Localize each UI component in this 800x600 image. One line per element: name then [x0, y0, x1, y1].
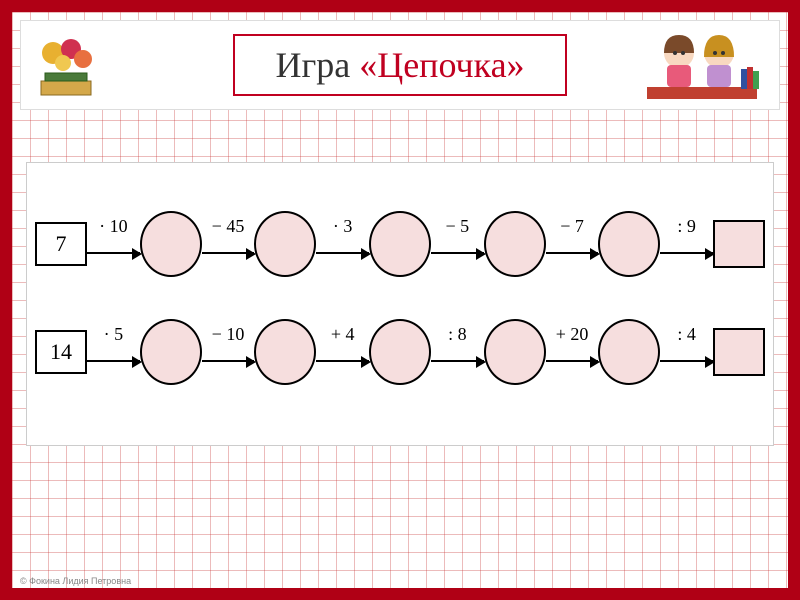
- title-word1: Игра: [275, 45, 359, 85]
- chain1-op-5: − 7: [560, 216, 584, 237]
- chain2-node-1: [140, 319, 202, 385]
- credit-text: © Фокина Лидия Петровна: [20, 576, 131, 586]
- chain2-node-4: [484, 319, 546, 385]
- chain1-op-4: − 5: [446, 216, 470, 237]
- chains-panel: 7 · 10 − 45 · 3 − 5 − 7: [26, 162, 774, 446]
- chain2-end-square: [713, 328, 765, 376]
- chain2-op-2: − 10: [212, 324, 245, 345]
- chain2-arrow-3: + 4: [316, 322, 369, 382]
- chain2-op-3: + 4: [331, 324, 355, 345]
- chain-row-1: 7 · 10 − 45 · 3 − 5 − 7: [35, 199, 765, 289]
- chain2-node-2: [254, 319, 316, 385]
- chain1-op-2: − 45: [212, 216, 245, 237]
- chain2-op-1: · 5: [104, 324, 124, 345]
- title-word2: «Цепочка»: [359, 45, 524, 85]
- chain2-arrow-6: : 4: [660, 322, 713, 382]
- chain1-op-6: : 9: [677, 216, 696, 237]
- chain1-start-value: 7: [56, 231, 67, 257]
- chain2-start-value: 14: [50, 339, 72, 365]
- chain2-op-4: : 8: [448, 324, 467, 345]
- title-box: Игра «Цепочка»: [233, 34, 566, 96]
- chain1-end-square: [713, 220, 765, 268]
- chain1-arrow-2: − 45: [202, 214, 255, 274]
- grid-background: Игра «Цепочка» 7 · 10: [12, 12, 788, 588]
- chain1-node-4: [484, 211, 546, 277]
- chain1-op-3: · 3: [333, 216, 353, 237]
- chain1-arrow-6: : 9: [660, 214, 713, 274]
- chain1-arrow-5: − 7: [546, 214, 599, 274]
- page-title: Игра «Цепочка»: [275, 45, 524, 85]
- chain1-node-2: [254, 211, 316, 277]
- chain2-arrow-5: + 20: [546, 322, 599, 382]
- chain1-arrow-4: − 5: [431, 214, 484, 274]
- chain1-arrow-1: · 10: [87, 214, 140, 274]
- chain2-arrow-2: − 10: [202, 322, 255, 382]
- header-bar: Игра «Цепочка»: [20, 20, 780, 110]
- chain1-node-3: [369, 211, 431, 277]
- chain2-op-6: : 4: [677, 324, 696, 345]
- chain2-arrow-1: · 5: [87, 322, 140, 382]
- chain1-arrow-3: · 3: [316, 214, 369, 274]
- chain1-start-square: 7: [35, 222, 87, 266]
- chain1-op-1: · 10: [99, 216, 128, 237]
- chain2-arrow-4: : 8: [431, 322, 484, 382]
- chain1-node-1: [140, 211, 202, 277]
- chain1-node-5: [598, 211, 660, 277]
- two-children-icon: [637, 29, 767, 109]
- flowers-books-icon: [33, 33, 103, 103]
- chain2-start-square: 14: [35, 330, 87, 374]
- chain2-node-3: [369, 319, 431, 385]
- chain2-node-5: [598, 319, 660, 385]
- chain2-op-5: + 20: [556, 324, 589, 345]
- chain-row-2: 14 · 5 − 10 + 4 : 8 + 20: [35, 307, 765, 397]
